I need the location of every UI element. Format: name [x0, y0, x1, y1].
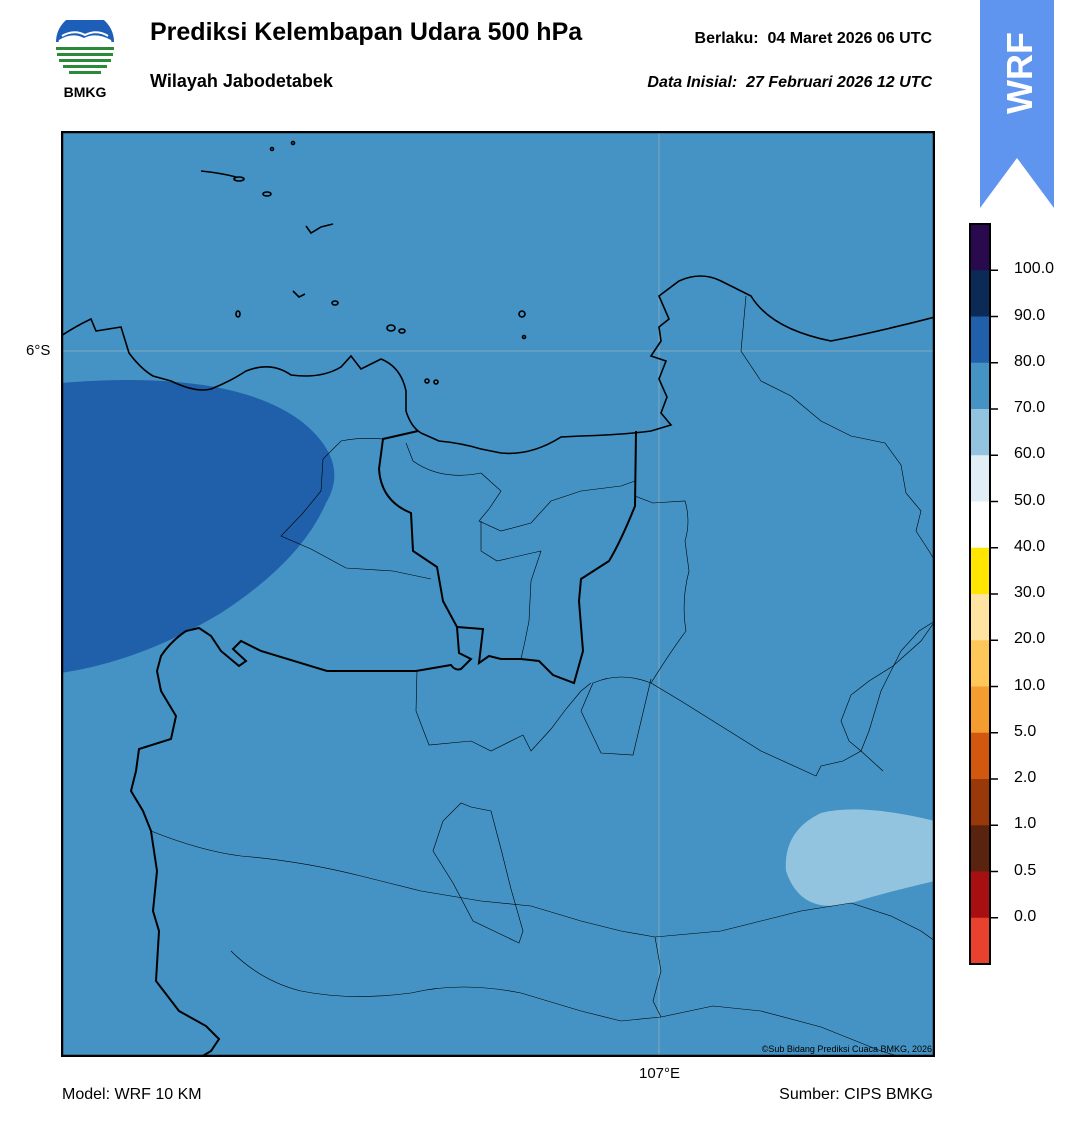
bmkg-logo: BMKG: [56, 20, 114, 100]
low-humidity-area: [785, 809, 935, 906]
colorbar-segment: [970, 686, 990, 734]
colorbar-tick-label: 100.0: [1014, 260, 1055, 278]
colorbar-segment: [970, 409, 990, 456]
colorbar-tick-label: 30.0: [1014, 584, 1046, 601]
islands: [200, 140, 527, 385]
colorbar-tick-label: 10.0: [1014, 676, 1046, 694]
colorbar-tick-label: 50.0: [1014, 491, 1046, 509]
colorbar-segment: [970, 547, 990, 595]
wrf-badge-text: WRF: [999, 32, 1040, 114]
logo-text: BMKG: [64, 84, 107, 100]
region-subtitle: Wilayah Jabodetabek: [150, 71, 333, 91]
colorbar-segment: [970, 871, 990, 919]
colorbar-segments: [970, 224, 990, 965]
colorbar-tick-label: 70.0: [1014, 399, 1046, 416]
colorbar-segment: [970, 316, 990, 364]
province-boundary: [129, 430, 473, 1057]
init-time: Data Inisial: 27 Februari 2026 12 UTC: [647, 74, 932, 92]
coastline: [61, 275, 935, 455]
colorbar-tick-label: 1.0: [1014, 815, 1037, 833]
page-title: Prediksi Kelembapan Udara 500 hPa: [150, 18, 583, 46]
valid-value: 04 Maret 2026 06 UTC: [767, 30, 932, 47]
colorbar-segment: [970, 224, 990, 271]
map-copyright: ©Sub Bidang Prediksi Cuaca BMKG, 2026: [762, 1044, 932, 1054]
colorbar-segment: [970, 825, 990, 872]
high-humidity-area: [61, 380, 335, 673]
longitude-label: 107°E: [639, 1065, 681, 1082]
colorbar-segment: [970, 917, 990, 965]
colorbar-tick-label: 80.0: [1014, 352, 1046, 370]
colorbar-segment: [970, 640, 990, 687]
colorbar-tick-label: 40.0: [1014, 537, 1046, 555]
humidity-map: ©Sub Bidang Prediksi Cuaca BMKG, 2026: [61, 131, 935, 1057]
colorbar-tick-label: 20.0: [1014, 630, 1046, 648]
colorbar-tick-label: 2.0: [1014, 769, 1037, 786]
latitude-label: 6°S: [26, 342, 51, 359]
valid-label: Berlaku:: [694, 30, 759, 47]
init-label: Data Inisial:: [647, 74, 738, 91]
init-value: 27 Februari 2026 12 UTC: [746, 74, 932, 91]
colorbar-segment: [970, 501, 990, 549]
colorbar-ticks: [990, 269, 998, 919]
valid-time: Berlaku: 04 Maret 2026 06 UTC: [695, 30, 932, 48]
colorbar-segment: [970, 594, 990, 641]
colorbar-segment: [970, 779, 990, 826]
source-label: Sumber: CIPS BMKG: [779, 1086, 933, 1103]
colorbar-tick-label: 5.0: [1014, 722, 1037, 740]
map-frame: [61, 131, 935, 1057]
colorbar-tick-label: 0.0: [1014, 907, 1037, 925]
colorbar-segment: [970, 732, 990, 780]
district-boundaries: [150, 295, 935, 1057]
colorbar-tick-label: 90.0: [1014, 306, 1046, 324]
colorbar-tick-label: 60.0: [1014, 445, 1046, 463]
colorbar-segment: [970, 270, 990, 317]
colorbar-tick-label: 0.5: [1014, 861, 1037, 879]
logo-emblem-icon: [56, 20, 114, 74]
model-label: Model: WRF 10 KM: [62, 1086, 202, 1103]
colorbar-segment: [970, 362, 990, 410]
wrf-badge: WRF: [980, 0, 1054, 208]
colorbar-segment: [970, 455, 990, 502]
colorbar: [969, 223, 998, 965]
province-boundary: [456, 430, 637, 685]
